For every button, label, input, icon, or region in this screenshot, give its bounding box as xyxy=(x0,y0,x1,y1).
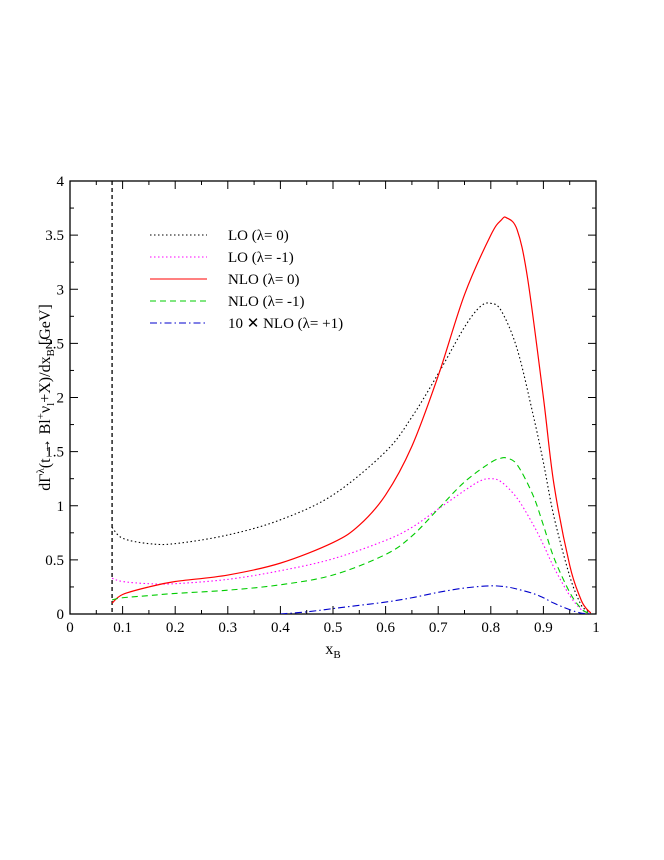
legend: LO (λ= 0) LO (λ= -1) NLO (λ= 0) NLO (λ= -1)… xyxy=(150,228,343,332)
x-axis: 0 0.1 0.2 0.3 0.4 0.5 0.6 0.7 0.8 0.9 1 xyxy=(66,181,600,636)
y-tick-label: 3.5 xyxy=(45,228,64,244)
y-tick-label: 1.5 xyxy=(45,445,64,461)
y-tick-label: 1 xyxy=(57,499,65,515)
x-tick-label: 0.1 xyxy=(113,620,132,636)
x-tick-label: 0.2 xyxy=(166,620,185,636)
x-tick-label: 0.4 xyxy=(271,620,290,636)
y-tick-label: 2.5 xyxy=(45,336,64,352)
legend-label-4: NLO (λ= -1) xyxy=(228,294,305,310)
legend-label-5: 10 ✕ NLO (λ= +1) xyxy=(228,316,343,332)
x-tick-label: 0.7 xyxy=(429,620,448,636)
plot-frame xyxy=(69,180,597,615)
series-layer xyxy=(111,216,592,614)
x-tick-label: 0.8 xyxy=(481,620,500,636)
y-axis-title-text: dΓλ(t → Bl+νl+X)/dxB [GeV] xyxy=(35,304,57,491)
x-tick-label: 0.3 xyxy=(218,620,237,636)
x-tick-label: 0.6 xyxy=(376,620,395,636)
y-tick-label: 0 xyxy=(57,607,65,623)
x-axis-title: xB xyxy=(325,641,340,661)
y-tick-label: 0.5 xyxy=(45,553,64,569)
series-line-4 xyxy=(111,456,591,614)
legend-label-1: LO (λ= 0) xyxy=(228,228,289,244)
x-tick-label: 0.9 xyxy=(534,620,553,636)
legend-label-2: LO (λ= -1) xyxy=(228,250,294,266)
y-axis: 0 0.5 1 1.5 2 2.5 3 3.5 4 xyxy=(45,174,596,623)
legend-label-3: NLO (λ= 0) xyxy=(228,272,300,288)
y-tick-label: 4 xyxy=(57,174,65,190)
series-line-3 xyxy=(111,216,592,614)
series-line-1 xyxy=(111,302,592,614)
x-tick-label: 0 xyxy=(66,620,74,636)
x-tick-label: 1 xyxy=(592,620,600,636)
y-axis-title: dΓλ(t → Bl+νl+X)/dxB [GeV] xyxy=(35,304,57,491)
series-line-2 xyxy=(111,478,591,614)
x-axis-title-text: xB xyxy=(325,641,340,661)
x-tick-label: 0.5 xyxy=(324,620,343,636)
y-tick-label: 3 xyxy=(57,282,65,298)
y-tick-label: 2 xyxy=(57,391,65,407)
series-line-5 xyxy=(280,585,591,614)
